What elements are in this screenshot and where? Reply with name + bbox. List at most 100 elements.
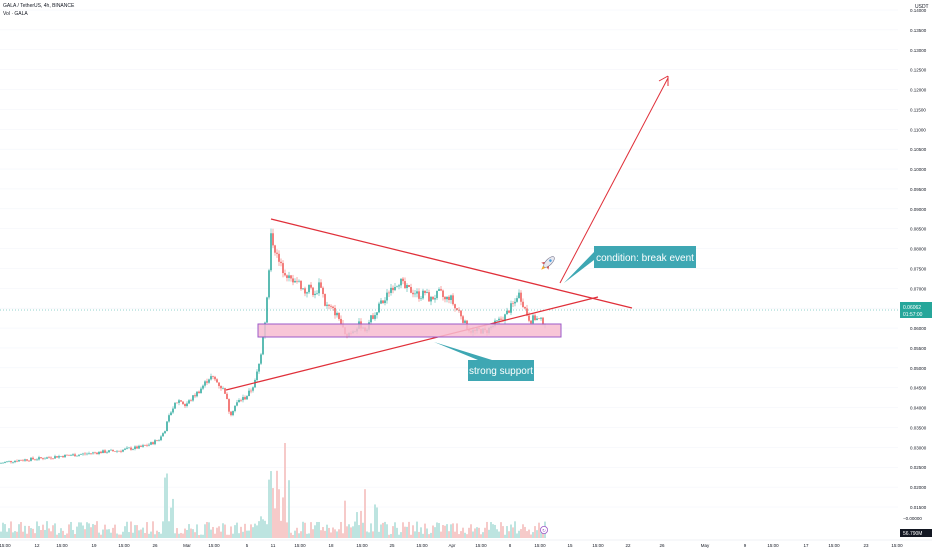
candle-body <box>98 451 100 455</box>
triangle-lower-trendline[interactable] <box>225 296 599 391</box>
volume-bar <box>140 529 142 538</box>
candle-body <box>530 320 532 324</box>
candle-body <box>234 405 236 412</box>
x-tick-label: 15:00 <box>828 543 840 548</box>
volume-bar <box>406 526 408 538</box>
candle-body <box>90 453 92 454</box>
candle-body <box>116 450 118 452</box>
volume-bar <box>234 525 236 538</box>
volume-bar <box>114 524 116 538</box>
candle-body <box>180 400 182 402</box>
volume-bar <box>434 527 436 538</box>
candle-body <box>236 402 238 406</box>
volume-bar <box>468 527 470 538</box>
breakout-arrow-line[interactable] <box>559 77 669 284</box>
x-tick-label: 15:00 <box>356 543 368 548</box>
candle-body <box>520 292 522 302</box>
volume-bar <box>262 519 264 538</box>
candle-body <box>314 293 316 296</box>
volume-value-label: 56.790M <box>903 531 922 537</box>
candle-body <box>194 395 196 397</box>
candle-body <box>250 390 252 392</box>
time-axis[interactable]: 15:00 12 15:00 19 15:00 26 Mar 15:00 5 11 15:00 18 1… <box>0 543 903 548</box>
candle-body <box>500 318 502 320</box>
y-tick-label: 0.10000 <box>910 167 927 172</box>
volume-bar <box>280 520 282 538</box>
volume-bar <box>2 522 4 538</box>
volume-bar <box>336 531 338 538</box>
y-tick-label: 0.08500 <box>910 227 927 232</box>
candle-body <box>168 415 170 422</box>
strong-support-zone[interactable] <box>257 323 562 338</box>
volume-bar <box>34 533 36 538</box>
volume-bar <box>130 521 132 538</box>
candle-body <box>228 399 230 412</box>
volume-bar <box>38 526 40 538</box>
volume-bar <box>414 531 416 538</box>
candle-body <box>202 385 204 389</box>
candle-body <box>426 292 428 293</box>
candle-body <box>240 400 242 401</box>
volume-bar <box>312 529 314 538</box>
candle-body <box>246 396 248 400</box>
symbol-legend[interactable]: GALA / TetherUS, 4h, BINANCE <box>3 3 74 9</box>
volume-bar <box>542 532 544 538</box>
chart-settings-icon[interactable]: ↻ <box>540 526 549 535</box>
candle-body <box>318 282 320 294</box>
candle-body <box>130 447 132 450</box>
candle-body <box>308 284 310 293</box>
candle-body <box>444 296 446 300</box>
y-tick-label: 0.12000 <box>910 88 927 93</box>
volume-bar <box>126 521 128 538</box>
strong-support-callout[interactable]: strong support <box>434 342 534 381</box>
y-tick-label: 0.07500 <box>910 266 927 271</box>
x-tick-label: 9 <box>744 543 747 548</box>
volume-bar <box>16 531 18 538</box>
candle-body <box>170 412 172 416</box>
volume-bar <box>82 525 84 538</box>
candle-body <box>58 456 60 458</box>
volume-bar <box>384 521 386 538</box>
candle-body <box>50 457 52 459</box>
candle-body <box>132 448 134 450</box>
candle-body <box>8 460 10 462</box>
candle-body <box>296 280 298 282</box>
x-tick-label: 15:00 <box>891 543 903 548</box>
candle-body <box>464 320 466 323</box>
candle-body <box>274 245 276 253</box>
volume-bar <box>354 521 356 538</box>
volume-bar <box>136 525 138 538</box>
y-tick-label: 0.04000 <box>910 406 927 411</box>
candle-body <box>252 387 254 391</box>
triangle-upper-trendline[interactable] <box>270 218 633 309</box>
candle-body <box>134 446 136 449</box>
candle-body <box>188 400 190 404</box>
volume-bar <box>422 533 424 538</box>
break-event-callout[interactable]: condition: break event <box>564 246 696 283</box>
candle-body <box>36 459 38 461</box>
volume-bar <box>460 531 462 538</box>
volume-bar <box>274 508 276 538</box>
candle-body <box>2 462 4 464</box>
volume-bar <box>180 532 182 538</box>
volume-bar <box>392 526 394 538</box>
volume-legend[interactable]: Vol · GALA <box>3 11 28 17</box>
candle-body <box>226 393 228 400</box>
volume-bar <box>446 524 448 538</box>
x-tick-label: 15:00 <box>294 543 306 548</box>
candle-body <box>198 391 200 394</box>
volume-bar <box>338 529 340 538</box>
x-tick-label: 25 <box>389 543 395 548</box>
candle-body <box>310 284 312 288</box>
candle-body <box>216 379 218 383</box>
currency-label: USDT <box>915 4 929 10</box>
volume-bar <box>300 531 302 538</box>
x-tick-label: 15:00 <box>208 543 220 548</box>
candle-body <box>210 376 212 380</box>
candle-body <box>402 278 404 282</box>
volume-bar <box>462 527 464 538</box>
volume-bar <box>30 528 32 538</box>
x-tick-label: 15:00 <box>767 543 779 548</box>
